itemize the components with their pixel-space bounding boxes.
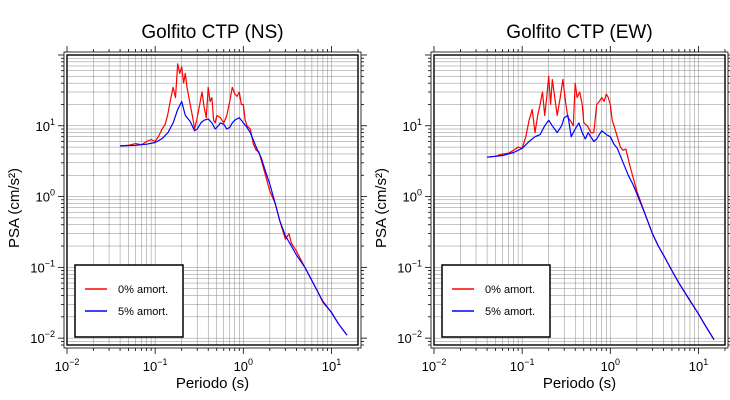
series-line-damped [487, 114, 715, 341]
y-tick-label-exponent: 0 [417, 188, 422, 198]
x-tick-label: 101 [689, 357, 708, 374]
series-line-damped [120, 100, 348, 336]
chart-title: Golfito CTP (EW) [506, 22, 652, 43]
x-tick-label-exponent: −1 [524, 357, 534, 367]
y-tick-label: 10−2 [30, 329, 55, 346]
plot-frame [66, 54, 359, 346]
x-tick-label-exponent: −2 [69, 357, 79, 367]
y-tick-label-base: 10 [30, 331, 44, 346]
x-tick-label-base: 10 [234, 359, 248, 374]
chart-title: Golfito CTP (NS) [141, 22, 283, 43]
y-tick-label-exponent: −2 [45, 329, 55, 339]
y-tick-label: 100 [36, 188, 55, 205]
y-tick-label-exponent: 1 [417, 117, 422, 127]
series-line-undamped [487, 75, 715, 341]
y-tick-label-exponent: −2 [412, 329, 422, 339]
y-tick-label-exponent: −1 [45, 258, 55, 268]
x-tick-label-exponent: 1 [336, 357, 341, 367]
legend-label: 0% amort. [118, 284, 168, 296]
y-tick-label-base: 10 [403, 119, 417, 134]
x-tick-label-exponent: −2 [436, 357, 446, 367]
y-tick-label-base: 10 [403, 190, 417, 205]
x-tick-label-base: 10 [55, 359, 69, 374]
legend-label: 0% amort. [485, 284, 535, 296]
y-axis-label: PSA (cm/s²) [6, 168, 23, 248]
tick-marks [58, 46, 367, 354]
x-tick-label: 10−2 [55, 357, 80, 374]
y-axis-label: PSA (cm/s²) [373, 168, 390, 248]
y-tick-label-base: 10 [397, 331, 411, 346]
legend: 0% amort. 5% amort. [74, 264, 184, 338]
y-tick-label: 100 [403, 188, 422, 205]
y-tick-label-base: 10 [30, 260, 44, 275]
x-tick-label-base: 10 [510, 359, 524, 374]
x-tick-label: 100 [601, 357, 620, 374]
legend-label: 5% amort. [485, 306, 535, 318]
grid [67, 55, 358, 345]
y-tick-label-base: 10 [36, 119, 50, 134]
x-tick-label-base: 10 [689, 359, 703, 374]
y-tick-label-base: 10 [397, 260, 411, 275]
x-tick-label-exponent: 0 [615, 357, 620, 367]
legend-box [441, 264, 551, 338]
x-axis-label: Periodo (s) [176, 375, 249, 392]
y-tick-label-base: 10 [36, 190, 50, 205]
legend-box [74, 264, 184, 338]
x-tick-label-base: 10 [601, 359, 615, 374]
y-tick-label: 101 [403, 117, 422, 134]
y-tick-label: 10−1 [397, 258, 422, 275]
x-tick-label-exponent: −1 [157, 357, 167, 367]
x-tick-label: 10−2 [422, 357, 447, 374]
x-tick-label-base: 10 [143, 359, 157, 374]
x-tick-label-exponent: 1 [703, 357, 708, 367]
x-tick-label-exponent: 0 [248, 357, 253, 367]
x-tick-label: 101 [322, 357, 341, 374]
x-tick-label: 10−1 [143, 357, 168, 374]
x-axis-label: Periodo (s) [543, 375, 616, 392]
plot-frame [433, 54, 726, 346]
x-tick-label: 100 [234, 357, 253, 374]
y-tick-label-exponent: 0 [50, 188, 55, 198]
x-tick-label-base: 10 [422, 359, 436, 374]
y-tick-label: 101 [36, 117, 55, 134]
x-tick-label-base: 10 [322, 359, 336, 374]
y-tick-label: 10−2 [397, 329, 422, 346]
legend-label: 5% amort. [118, 306, 168, 318]
y-tick-label-exponent: −1 [412, 258, 422, 268]
y-tick-label: 10−1 [30, 258, 55, 275]
x-tick-label: 10−1 [510, 357, 535, 374]
legend: 0% amort. 5% amort. [441, 264, 551, 338]
y-tick-label-exponent: 1 [50, 117, 55, 127]
